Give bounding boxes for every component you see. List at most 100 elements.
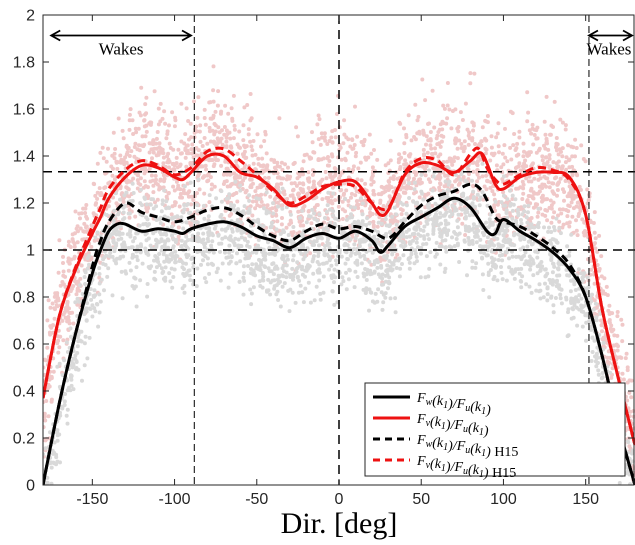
scatter-point-red [265, 203, 270, 208]
scatter-point-red [460, 118, 465, 122]
scatter-point-red [235, 199, 240, 204]
scatter-point-red [592, 230, 597, 235]
scatter-point-red [316, 113, 321, 118]
scatter-point-gray [500, 253, 505, 257]
scatter-point-gray [117, 256, 122, 261]
scatter-point-gray [326, 190, 331, 195]
scatter-point-red [330, 140, 335, 145]
scatter-point-gray [133, 276, 138, 281]
scatter-point-gray [367, 221, 372, 226]
scatter-point-red [60, 318, 65, 323]
scatter-point-gray [90, 314, 95, 319]
scatter-point-gray [159, 248, 164, 253]
scatter-point-gray [43, 452, 46, 457]
y-tick-label: 0 [26, 478, 35, 495]
scatter-point-red [402, 126, 406, 131]
scatter-point-gray [355, 275, 360, 279]
scatter-point-gray [493, 199, 498, 204]
scatter-point-red [137, 148, 142, 153]
scatter-point-red [456, 182, 461, 187]
scatter-point-red [301, 223, 306, 228]
scatter-point-gray [480, 272, 485, 277]
scatter-point-gray [627, 491, 631, 495]
scatter-point-red [46, 386, 50, 391]
scatter-point-gray [510, 193, 515, 198]
scatter-point-red [477, 144, 482, 148]
scatter-point-gray [226, 196, 231, 200]
scatter-point-gray [201, 237, 206, 242]
x-tick-label: 50 [412, 491, 430, 508]
scatter-point-gray [93, 235, 98, 240]
scatter-point-red [170, 204, 175, 209]
scatter-point-gray [388, 296, 393, 301]
scatter-point-red [545, 176, 550, 181]
scatter-point-gray [127, 260, 132, 265]
scatter-point-gray [239, 231, 244, 235]
scatter-point-red [224, 128, 229, 133]
scatter-point-red [564, 155, 569, 160]
scatter-point-red [124, 160, 129, 165]
scatter-point-red [575, 233, 580, 238]
scatter-point-red [279, 160, 284, 165]
scatter-point-gray [458, 177, 463, 182]
scatter-point-gray [519, 285, 524, 290]
scatter-point-red [555, 188, 560, 192]
scatter-point-red [115, 166, 120, 171]
scatter-point-gray [174, 253, 178, 258]
scatter-point-gray [119, 269, 124, 274]
scatter-point-red [259, 144, 263, 149]
scatter-point-gray [517, 271, 522, 276]
scatter-point-red [525, 90, 530, 95]
scatter-point-gray [393, 310, 398, 315]
scatter-point-red [398, 207, 403, 212]
scatter-point-gray [390, 261, 395, 266]
scatter-point-gray [253, 219, 258, 224]
scatter-point-gray [167, 271, 172, 276]
scatter-point-gray [196, 177, 201, 182]
scatter-point-red [620, 371, 625, 376]
scatter-point-gray [361, 287, 366, 292]
scatter-point-red [412, 170, 417, 175]
scatter-point-gray [102, 288, 106, 293]
scatter-point-gray [392, 205, 397, 210]
scatter-point-gray [507, 265, 512, 270]
scatter-point-gray [195, 209, 200, 214]
scatter-point-red [555, 193, 559, 198]
scatter-point-gray [215, 266, 220, 271]
scatter-point-red [219, 109, 224, 114]
scatter-point-gray [381, 300, 386, 305]
scatter-point-red [166, 157, 171, 162]
scatter-point-gray [291, 258, 295, 263]
scatter-point-gray [630, 451, 634, 456]
scatter-point-gray [95, 302, 100, 307]
scatter-point-red [540, 182, 545, 187]
scatter-point-gray [207, 193, 212, 198]
scatter-point-gray [590, 350, 595, 354]
scatter-point-red [567, 204, 572, 209]
scatter-point-red [107, 221, 111, 226]
scatter-point-red [194, 153, 199, 158]
scatter-point-gray [219, 199, 224, 204]
scatter-point-red [277, 164, 282, 169]
scatter-point-red [46, 298, 51, 303]
scatter-point-red [291, 188, 295, 193]
scatter-point-red [73, 209, 78, 214]
scatter-point-red [571, 196, 576, 201]
scatter-point-red [66, 259, 71, 264]
scatter-point-gray [170, 233, 174, 238]
scatter-point-red [505, 159, 510, 164]
scatter-point-gray [503, 230, 508, 235]
scatter-point-gray [569, 232, 574, 237]
scatter-point-red [451, 159, 456, 164]
scatter-point-red [222, 132, 227, 137]
scatter-point-red [350, 137, 355, 142]
scatter-point-red [254, 199, 259, 204]
scatter-point-gray [71, 363, 76, 368]
scatter-point-gray [545, 286, 550, 291]
x-tick-label: -150 [76, 491, 108, 508]
wakes-label: Wakes [99, 40, 144, 59]
scatter-point-red [111, 130, 116, 135]
scatter-point-gray [224, 255, 229, 260]
scatter-point-gray [414, 236, 419, 241]
scatter-point-red [499, 165, 504, 170]
